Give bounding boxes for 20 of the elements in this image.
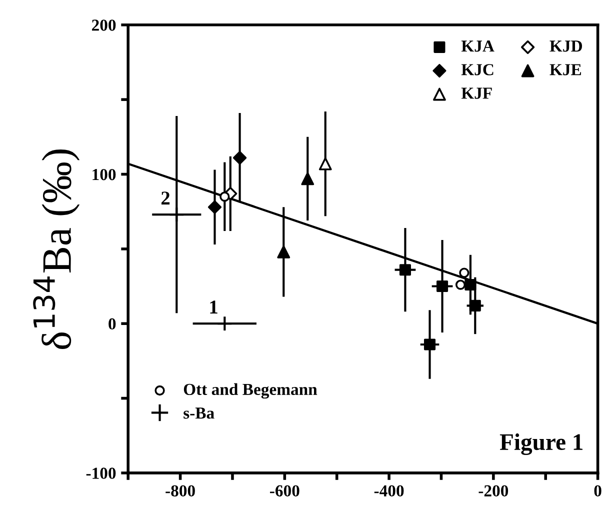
x-tick-label: 0 (594, 485, 602, 496)
legend-label: KJA (461, 40, 494, 52)
legend-label: KJE (550, 64, 582, 76)
legend-label: KJC (461, 64, 494, 76)
legend-label: KJF (461, 88, 492, 99)
y-tick-label: 0 (108, 318, 116, 330)
legend-label: Ott and Begemann (184, 383, 318, 399)
y-tick-label: 100 (92, 168, 116, 180)
annotation: 1 (210, 300, 218, 314)
x-tick-label: -400 (374, 485, 404, 496)
x-tick-label: -800 (166, 485, 195, 496)
legend-label: KJD (550, 40, 582, 52)
y-tick-label: -100 (86, 468, 116, 479)
x-tick-label: -200 (478, 485, 508, 496)
legend-label: s-Ba (184, 408, 214, 419)
annotation: Figure 1 (500, 433, 582, 456)
annotation: 2 (161, 192, 170, 204)
y-tick-label: 200 (92, 20, 116, 31)
x-tick-label: -600 (270, 485, 300, 496)
y-axis-title: δ$^{134}$Ba (‰) (33, 149, 80, 350)
